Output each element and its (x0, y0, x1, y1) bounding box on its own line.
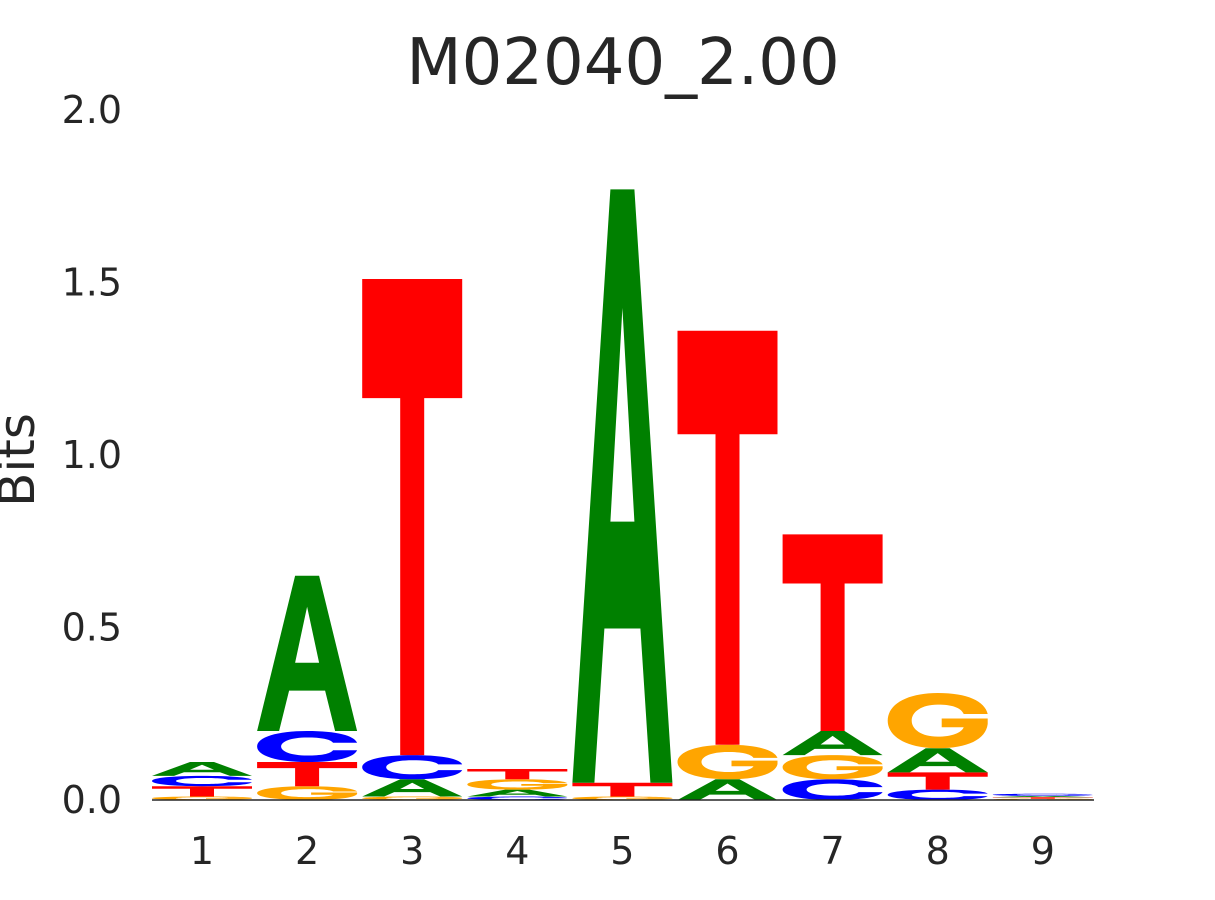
letter-C (362, 755, 463, 780)
letter-G (152, 796, 252, 800)
chart-title: M02040_2.00 (406, 26, 839, 100)
y-tick-label: 1.5 (62, 261, 122, 305)
logo-stacks (152, 189, 1093, 800)
x-tick-label: 9 (1031, 829, 1055, 873)
logo-stack-position-9 (992, 793, 1093, 800)
letter-G (782, 755, 883, 780)
letter-A (467, 789, 568, 797)
logo-stack-position-7 (782, 534, 883, 800)
letter-T (152, 786, 252, 797)
x-tick-label: 4 (505, 829, 529, 873)
letter-A (992, 795, 1093, 798)
letter-G (257, 786, 358, 800)
logo-stack-position-4 (467, 768, 568, 800)
x-tick-label: 7 (821, 829, 845, 873)
letter-T (257, 762, 358, 787)
letter-A (152, 762, 252, 776)
letter-A (257, 575, 358, 731)
logo-stack-position-5 (572, 189, 673, 800)
y-axis-ticks: 0.0 0.5 1.0 1.5 2.0 (62, 88, 122, 822)
letter-C (887, 789, 988, 800)
y-tick-label: 0.5 (62, 606, 122, 650)
letter-C (467, 796, 568, 800)
letter-G (887, 693, 988, 749)
letter-T (992, 797, 1093, 799)
letter-A (887, 748, 988, 773)
x-axis-ticks: 1 2 3 4 5 6 7 8 9 (190, 829, 1055, 873)
logo-stack-position-6 (677, 330, 778, 800)
logo-stack-position-1 (152, 762, 252, 800)
y-tick-label: 1.0 (62, 433, 122, 477)
y-axis-label: Bits (0, 413, 46, 507)
x-tick-label: 2 (295, 829, 319, 873)
letter-G (572, 796, 673, 800)
logo-stack-position-8 (887, 693, 988, 800)
letter-T (362, 279, 463, 756)
letter-C (257, 731, 358, 763)
letter-T (572, 782, 673, 797)
letter-C (992, 793, 1093, 796)
letter-A (782, 731, 883, 756)
letter-C (152, 775, 252, 787)
y-tick-label: 0.0 (62, 778, 122, 822)
x-tick-label: 8 (926, 829, 950, 873)
letter-G (467, 779, 568, 790)
letter-A (572, 189, 673, 783)
letter-G (362, 796, 463, 800)
x-tick-label: 5 (610, 829, 634, 873)
x-tick-label: 3 (400, 829, 424, 873)
logo-stack-position-2 (257, 575, 358, 800)
y-tick-label: 2.0 (62, 88, 122, 132)
letter-T (467, 768, 568, 780)
letter-C (782, 779, 883, 800)
letter-T (887, 772, 988, 790)
letter-A (362, 779, 463, 797)
logo-stack-position-3 (362, 279, 463, 800)
x-tick-label: 1 (190, 829, 214, 873)
letter-G (677, 744, 778, 780)
letter-T (782, 534, 883, 731)
letter-T (677, 330, 778, 745)
letter-A (677, 779, 778, 800)
x-tick-label: 6 (715, 829, 739, 873)
